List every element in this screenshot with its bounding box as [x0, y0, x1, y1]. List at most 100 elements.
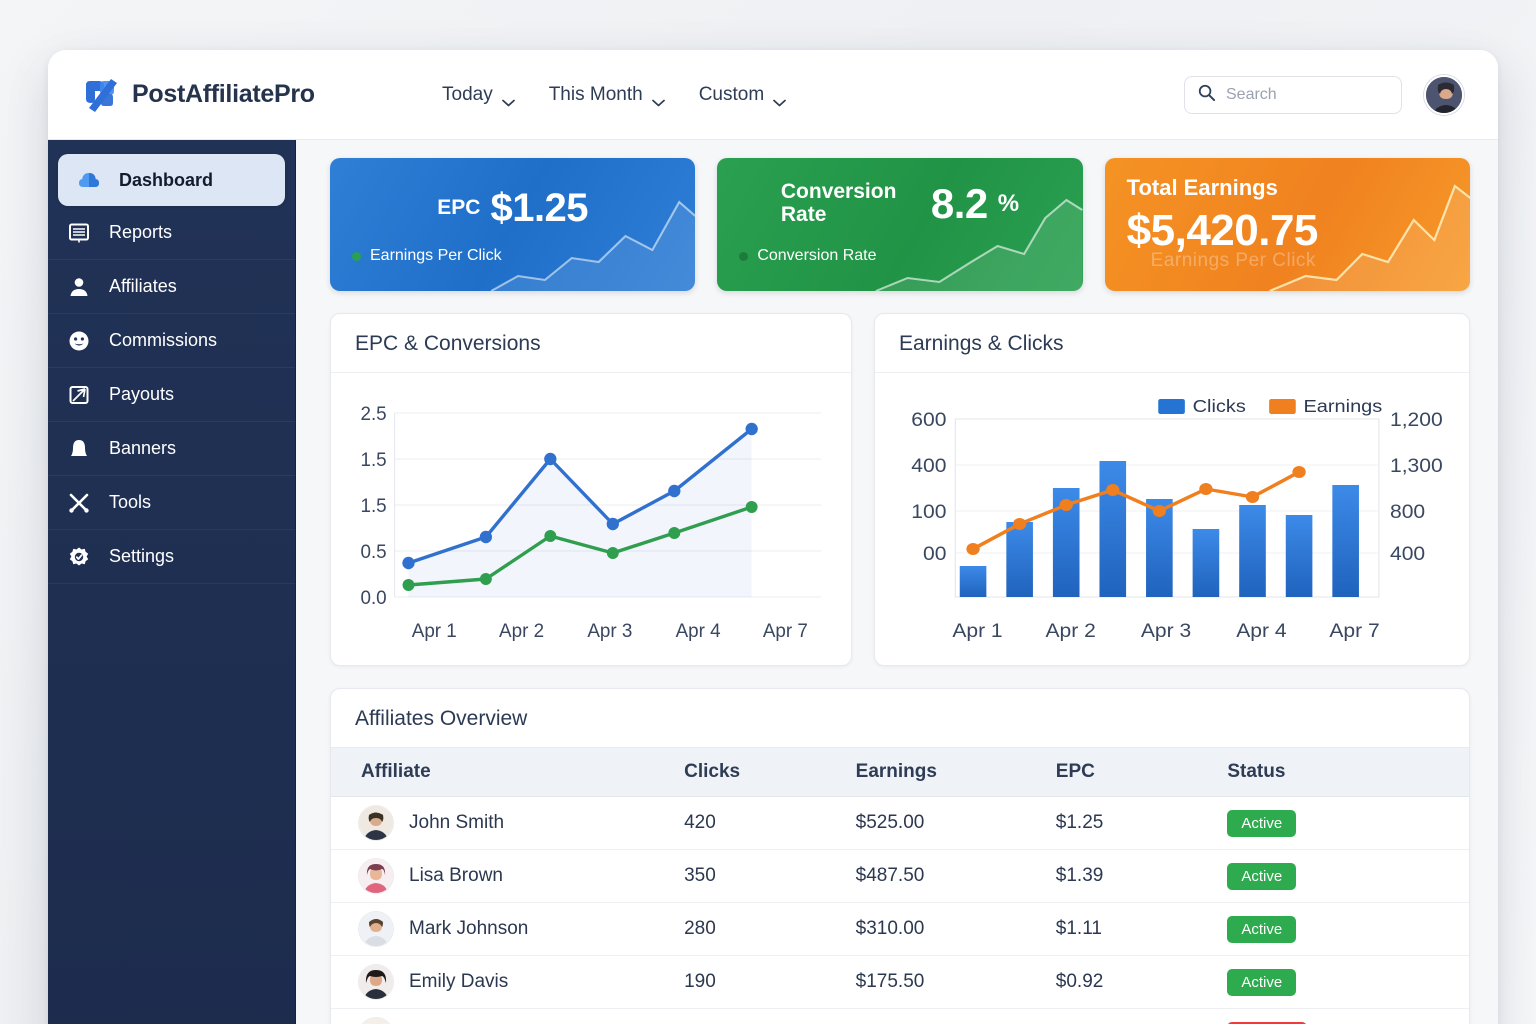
search-box[interactable] [1184, 75, 1402, 114]
avatar [359, 965, 393, 999]
column-header-affiliate[interactable]: Affiliate [331, 747, 675, 797]
series-epc-line [406, 427, 754, 565]
affiliates-table: Affiliate Clicks Earnings EPC Status [331, 747, 1469, 1024]
app-body: Dashboard Reports [48, 140, 1498, 1024]
chart-earnings-clicks[interactable]: Clicks Earnings [891, 387, 1451, 655]
sidebar: Dashboard Reports [48, 140, 296, 1024]
sidebar-item-tools[interactable]: Tools [48, 476, 295, 530]
series-conversions-line [406, 505, 754, 587]
status-dot-icon [739, 251, 749, 261]
x-tick-label: Apr 7 [763, 621, 808, 642]
sidebar-item-commissions[interactable]: Commissions [48, 314, 295, 368]
affiliate-earnings: $120.75 [845, 1008, 1046, 1024]
kpi-card-conversion-rate[interactable]: Conversion Rate 8.2 % Conversion Rate [717, 158, 1083, 291]
kpi-card-epc-sub-label: Earnings Per Click [370, 247, 502, 264]
kpi-card-epc-label: EPC [437, 196, 481, 220]
panel-affiliates-overview: Affiliates Overview Affiliate Clicks Ear… [330, 688, 1470, 1024]
status-badge: Active [1227, 809, 1297, 837]
table-header-row: Affiliate Clicks Earnings EPC Status [331, 747, 1469, 797]
series-earnings-points [966, 466, 1306, 555]
brand-name: PostAffiliatePro [132, 80, 315, 108]
affiliate-name: Mark Johnson [409, 918, 529, 939]
brand[interactable]: PostAffiliatePro [80, 75, 380, 115]
series-conversions-points [402, 501, 758, 591]
kpi-card-conversion-rate-sub-label: Conversion Rate [757, 247, 877, 264]
x-tick-label: Apr 4 [1236, 621, 1286, 642]
chevron-down-icon [501, 91, 515, 106]
x-tick-label: Apr 1 [952, 621, 1002, 642]
legend-label-clicks: Clicks [1193, 397, 1246, 417]
chevron-down-icon [773, 91, 787, 106]
sidebar-item-affiliates[interactable]: Affiliates [48, 260, 295, 314]
sidebar-item-dashboard[interactable]: Dashboard [58, 154, 285, 206]
nav-dropdown-custom[interactable]: Custom [698, 83, 787, 106]
table-row[interactable]: John Smith 420 $525.00 $1.25 Active [331, 796, 1469, 850]
affiliate-epc: $1.11 [1045, 902, 1218, 956]
table-row[interactable]: Michael Lee 150 $120.75 $0.80 Inactive [331, 1008, 1469, 1024]
affiliate-name: John Smith [409, 812, 505, 833]
column-header-clicks[interactable]: Clicks [674, 747, 846, 797]
table-row[interactable]: Lisa Brown 350 $487.50 $1.39 Active [331, 849, 1469, 903]
affiliate-earnings: $175.50 [845, 955, 1046, 1009]
column-header-epc[interactable]: EPC [1045, 747, 1218, 797]
y-tick-label-left: 00 [923, 544, 946, 565]
sidebar-item-banners[interactable]: Banners [48, 422, 295, 476]
x-tick-label: Apr 3 [587, 621, 632, 642]
x-tick-label: Apr 2 [499, 621, 544, 642]
kpi-card-epc-value: $1.25 [490, 186, 589, 230]
panel-epc-conversions: EPC & Conversions [330, 313, 852, 666]
y-tick-label-right: 400 [1390, 544, 1425, 565]
kpi-card-conversion-rate-suffix: % [997, 190, 1020, 217]
y-tick-label: 1.5 [360, 450, 386, 471]
nav-dropdown-this-month[interactable]: This Month [549, 84, 665, 106]
chart-row: EPC & Conversions [330, 313, 1470, 666]
y-tick-label-left: 400 [911, 456, 946, 477]
y-tick-label: 2.5 [360, 404, 386, 425]
kpi-card-total-earnings-label: Total Earnings [1126, 175, 1278, 200]
legend-label-earnings: Earnings [1304, 397, 1383, 417]
y-tick-label-left: 600 [911, 410, 946, 431]
x-tick-label: Apr 2 [1045, 621, 1095, 642]
nav-dropdown-custom-label: Custom [698, 83, 765, 105]
avatar[interactable] [1424, 74, 1464, 115]
sidebar-item-commissions-label: Commissions [109, 330, 218, 350]
status-badge: Active [1227, 915, 1297, 943]
y-tick-label: 0.5 [360, 542, 386, 563]
x-tick-label: Apr 4 [676, 621, 721, 642]
affiliate-clicks: 420 [674, 796, 846, 850]
kpi-card-conversion-rate-sub: Conversion Rate [739, 247, 877, 265]
sidebar-item-reports[interactable]: Reports [48, 206, 295, 260]
legend-swatch-clicks [1158, 399, 1185, 414]
affiliate-epc: $1.25 [1045, 796, 1218, 850]
column-header-earnings[interactable]: Earnings [845, 747, 1046, 797]
y-tick-label-right: 1,200 [1390, 410, 1443, 431]
sidebar-item-payouts[interactable]: Payouts [48, 368, 295, 422]
sidebar-item-dashboard-label: Dashboard [119, 169, 214, 190]
nav-dropdown-today[interactable]: Today [442, 84, 515, 106]
x-tick-label: Apr 7 [1329, 621, 1379, 642]
panel-epc-conversions-title: EPC & Conversions [331, 314, 851, 373]
status-dot-icon [352, 251, 361, 261]
affiliate-epc: $1.39 [1045, 849, 1218, 903]
kpi-sparkline-earnings [1268, 184, 1470, 291]
kpi-sparkline-conversion [875, 198, 1083, 291]
kpi-card-epc[interactable]: EPC $1.25 Earnings Per Click [330, 158, 696, 291]
column-header-status[interactable]: Status [1217, 747, 1469, 797]
y-tick-label: 1.5 [360, 496, 386, 517]
affiliate-clicks: 350 [674, 849, 846, 903]
panel-earnings-clicks-title: Earnings & Clicks [875, 314, 1469, 373]
nav-dropdown-this-month-label: This Month [548, 83, 643, 105]
kpi-card-total-earnings[interactable]: Total Earnings $5,420.75 Earnings Per Cl… [1104, 158, 1470, 291]
affiliate-name: Emily Davis [409, 971, 509, 992]
sidebar-item-settings[interactable]: Settings [48, 530, 295, 584]
chart-epc-conversions[interactable]: 2.5 1.5 1.5 0.5 0.0 [347, 387, 833, 655]
table-row[interactable]: Mark Johnson 280 $310.00 $1.11 Active [331, 902, 1469, 956]
search-input[interactable] [1226, 85, 1389, 104]
affiliate-earnings: $310.00 [845, 902, 1046, 956]
legend-swatch-earnings [1269, 399, 1296, 414]
kpi-card-total-earnings-value: $5,420.75 [1126, 205, 1319, 255]
affiliate-clicks: 280 [674, 902, 846, 956]
table-row[interactable]: Emily Davis 190 $175.50 $0.92 Active [331, 955, 1469, 1009]
status-badge: Active [1227, 862, 1297, 890]
sidebar-item-settings-label: Settings [109, 546, 175, 566]
